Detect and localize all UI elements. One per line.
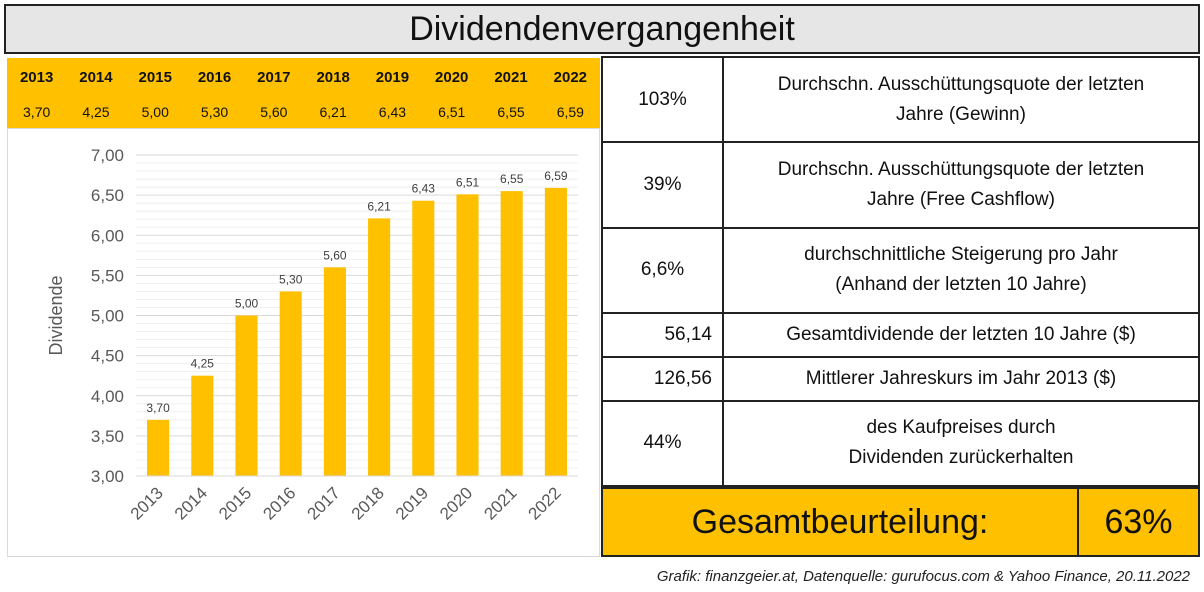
bar [323, 267, 346, 476]
year-value-cell: 6,21 [319, 104, 347, 120]
source-footer: Grafik: finanzgeier.at, Datenquelle: gur… [656, 568, 1190, 585]
year-cell: 2018 [316, 68, 350, 86]
y-tick-label: 6,50 [91, 186, 124, 205]
year-cell: 2019 [375, 68, 410, 86]
y-axis-label: Dividende [46, 275, 66, 355]
bar-data-label: 5,00 [235, 297, 259, 311]
year-cell: 2013 [19, 68, 54, 86]
stat-row: 44% des Kaufpreises durch Dividenden zurü… [601, 399, 1200, 488]
stats-table: 103% Durchschn. Ausschüttungsquote der l… [601, 55, 1200, 488]
x-tick-label: 2017 [304, 483, 344, 523]
stat-label-line: Dividenden zurückerhalten [848, 447, 1074, 469]
dividend-chart-svg: 3,00 3,50 4,00 4,50 5,00 5,50 6,00 6,50 7,00 Divi… [46, 146, 578, 524]
x-tick-label: 2021 [480, 483, 520, 523]
year-value-cell: 5,30 [200, 104, 229, 120]
year-value-cell: 6,55 [497, 104, 525, 120]
bar [368, 218, 391, 476]
stat-value: 39% [601, 141, 724, 229]
stat-label-line: durchschnittliche Steigerung pro Jahr [804, 244, 1118, 266]
year-cell: 2014 [79, 68, 113, 86]
bar-data-label: 5,30 [279, 272, 303, 286]
y-tick-label: 6,00 [91, 226, 124, 245]
x-tick-label: 2020 [436, 483, 476, 523]
stat-row: 103% Durchschn. Ausschüttungsquote der l… [601, 55, 1200, 144]
bar [456, 194, 479, 476]
years-table: 2013 2014 2015 2016 2017 2018 2019 2020 … [7, 58, 600, 128]
x-tick-label: 2019 [392, 483, 432, 523]
bar [235, 315, 258, 476]
bar [279, 291, 302, 476]
bar-data-label: 6,59 [544, 169, 568, 183]
x-tick-label: 2016 [259, 483, 299, 523]
y-tick-label: 5,00 [91, 307, 124, 326]
bar-data-label: 5,60 [323, 248, 347, 262]
year-cell: 2017 [257, 68, 291, 86]
year-value-cell: 3,70 [23, 104, 51, 120]
stat-label: durchschnittliche Steigerung pro Jahr (An… [722, 226, 1200, 314]
year-value-cell: 6,59 [556, 104, 584, 120]
bar [544, 187, 567, 476]
year-value-cell: 6,51 [438, 104, 466, 120]
stat-label-line: Jahre (Free Cashflow) [867, 188, 1055, 210]
stat-row: 126,56 Mittlerer Jahreskurs im Jahr 2013… [601, 355, 1200, 402]
bar [412, 200, 435, 476]
stat-value: 44% [601, 399, 724, 488]
stat-label: Durchschn. Ausschüttungsquote der letzte… [722, 141, 1200, 229]
x-tick-label: 2022 [525, 483, 565, 523]
stat-label: Mittlerer Jahreskurs im Jahr 2013 ($) [722, 355, 1200, 402]
stat-value: 126,56 [601, 355, 724, 402]
rating-label: Gesamtbeurteilung: [601, 487, 1079, 557]
year-value-cell: 6,43 [378, 104, 407, 120]
y-tick-label: 4,00 [91, 387, 124, 406]
x-tick-label: 2014 [171, 483, 211, 523]
stat-row: 6,6% durchschnittliche Steigerung pro Ja… [601, 226, 1200, 314]
bar-data-label: 6,51 [456, 175, 480, 189]
year-value-cell: 5,00 [141, 104, 169, 120]
bar [147, 419, 170, 476]
year-cell: 2020 [435, 68, 469, 86]
stat-label: Gesamtdividende der letzten 10 Jahre ($) [722, 311, 1200, 358]
year-cell: 2021 [494, 68, 528, 86]
x-tick-label: 2018 [348, 483, 388, 523]
stat-label-line: (Anhand der letzten 10 Jahre) [835, 274, 1087, 296]
stat-label: Durchschn. Ausschüttungsquote der letzte… [722, 55, 1200, 144]
year-value-cell: 5,60 [260, 104, 288, 120]
stat-label-line: Durchschn. Ausschüttungsquote der letzte… [777, 73, 1145, 95]
year-values-row: 3,70 4,25 5,00 5,30 5,60 6,21 6,43 6,51 … [7, 96, 600, 128]
stat-label-line: Jahre (Gewinn) [896, 103, 1026, 125]
bar-data-label: 6,43 [412, 182, 436, 196]
stat-label-line: Durchschn. Ausschüttungsquote der letzte… [777, 158, 1145, 180]
stat-value: 103% [601, 55, 724, 144]
x-tick-label: 2015 [215, 483, 255, 523]
year-cell: 2022 [553, 68, 588, 86]
overall-rating: Gesamtbeurteilung: 63% [601, 487, 1200, 557]
year-cell: 2016 [197, 68, 232, 86]
stat-value: 56,14 [601, 311, 724, 358]
stat-label-line: des Kaufpreises durch [866, 417, 1056, 439]
dividend-chart: 3,00 3,50 4,00 4,50 5,00 5,50 6,00 6,50 7,00 Divi… [7, 128, 600, 557]
page-title: Dividendenvergangenheit [4, 4, 1200, 54]
y-tick-label: 5,50 [91, 266, 124, 285]
y-tick-label: 4,50 [91, 347, 124, 366]
bar-data-label: 3,70 [146, 401, 170, 415]
bar-data-label: 6,55 [500, 172, 524, 186]
x-tick-label: 2013 [127, 483, 167, 523]
bar [191, 375, 214, 476]
stat-label: des Kaufpreises durch Dividenden zurücker… [722, 399, 1200, 488]
y-tick-label: 3,50 [91, 427, 124, 446]
stat-row: 39% Durchschn. Ausschüttungsquote der le… [601, 141, 1200, 229]
bar-data-label: 4,25 [191, 357, 215, 371]
stat-value: 6,6% [601, 226, 724, 314]
year-value-cell: 4,25 [82, 104, 110, 120]
bar-data-label: 6,21 [367, 199, 391, 213]
y-tick-label: 3,00 [91, 467, 124, 486]
years-row: 2013 2014 2015 2016 2017 2018 2019 2020 … [7, 58, 600, 96]
y-tick-label: 7,00 [91, 146, 124, 165]
rating-row: Gesamtbeurteilung: 63% [601, 487, 1200, 557]
rating-value: 63% [1077, 487, 1200, 557]
stat-row: 56,14 Gesamtdividende der letzten 10 Jah… [601, 311, 1200, 358]
bar [500, 191, 523, 477]
year-cell: 2015 [138, 68, 172, 86]
